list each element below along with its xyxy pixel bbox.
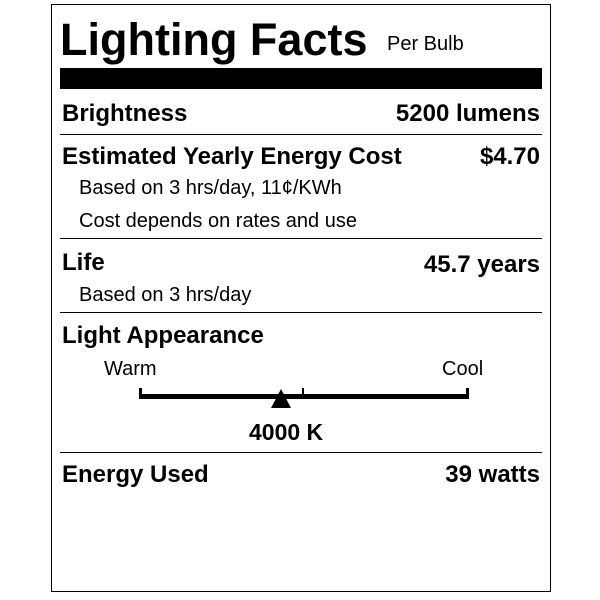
warm-label: Warm xyxy=(104,358,157,380)
brightness-label: Brightness xyxy=(62,100,188,127)
divider xyxy=(60,238,542,239)
scale-tick-left xyxy=(139,388,142,399)
cost-value: $4.70 xyxy=(479,143,540,170)
scale-tick-right xyxy=(466,388,469,399)
brightness-value: 5200 lumens xyxy=(395,100,540,127)
label-subtitle: Per Bulb xyxy=(387,33,464,55)
energy-label: Energy Used xyxy=(62,461,209,488)
cool-label: Cool xyxy=(442,358,484,380)
scale-tick-mid xyxy=(302,388,304,399)
divider xyxy=(60,134,542,135)
label-title: Lighting Facts xyxy=(60,14,368,65)
appearance-value: 4000 K xyxy=(249,419,324,445)
divider xyxy=(60,452,542,453)
cost-note-1: Based on 3 hrs/day, 11¢/KWh xyxy=(79,177,342,199)
triangle-marker-icon xyxy=(270,389,291,408)
appearance-label: Light Appearance xyxy=(62,322,264,349)
cost-note-2: Cost depends on rates and use xyxy=(79,210,357,232)
header-bar xyxy=(60,68,542,89)
label-frame xyxy=(51,4,551,592)
color-temperature-scale xyxy=(139,388,469,408)
life-note: Based on 3 hrs/day xyxy=(79,284,252,306)
life-label: Life xyxy=(62,249,105,276)
cost-label: Estimated Yearly Energy Cost xyxy=(62,143,402,170)
life-value: 45.7 years xyxy=(423,251,540,278)
energy-value: 39 watts xyxy=(445,461,540,488)
divider xyxy=(60,312,542,313)
scale-bar xyxy=(139,394,469,399)
